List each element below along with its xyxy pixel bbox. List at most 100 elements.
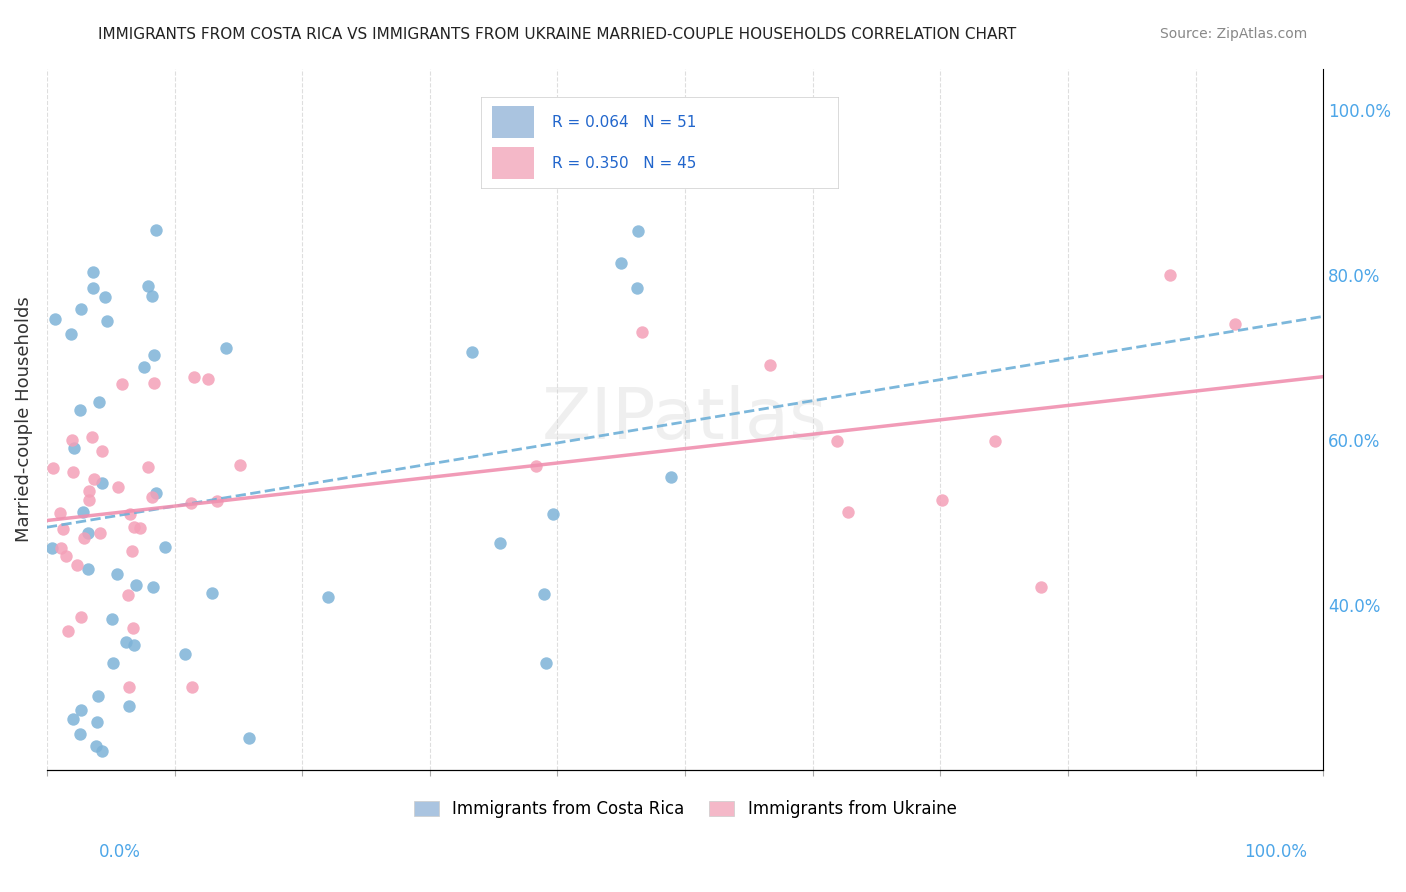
Point (62, 433, 84, 447)
Point (77, 562, 100, 576)
Point (122, 638, 145, 652)
Point (63, 442, 86, 456)
Point (72, 532, 94, 546)
Point (82, 281, 104, 295)
Point (69, 609, 91, 624)
Point (70, 702, 93, 716)
Point (141, 289, 163, 303)
Point (134, 359, 156, 374)
Point (142, 580, 165, 594)
Text: ZIPatlas: ZIPatlas (543, 384, 828, 454)
Legend: Immigrants from Costa Rica, Immigrants from Ukraine: Immigrants from Costa Rica, Immigrants f… (406, 794, 963, 825)
Point (174, 647, 197, 661)
Point (120, 507, 142, 521)
Point (72, 505, 94, 519)
Point (62, 712, 84, 726)
Point (89, 395, 111, 409)
Point (1029, 580, 1052, 594)
Point (101, 611, 124, 625)
Point (56, 624, 79, 639)
Point (86, 714, 108, 729)
Point (627, 224, 650, 238)
Point (145, 485, 167, 500)
Point (143, 376, 166, 391)
Text: IMMIGRANTS FROM COSTA RICA VS IMMIGRANTS FROM UKRAINE MARRIED-COUPLE HOUSEHOLDS : IMMIGRANTS FROM COSTA RICA VS IMMIGRANTS… (98, 27, 1017, 42)
Point (136, 459, 159, 474)
Point (825, 434, 848, 449)
Point (626, 280, 648, 294)
Point (758, 358, 780, 372)
Point (197, 372, 219, 386)
Point (114, 635, 136, 649)
Point (215, 341, 238, 355)
Point (984, 434, 1007, 448)
Point (59, 326, 82, 341)
Point (124, 520, 146, 534)
Point (42, 461, 65, 475)
Point (89, 525, 111, 540)
Text: 0.0%: 0.0% (98, 843, 141, 861)
Point (201, 586, 224, 600)
Point (90, 475, 112, 490)
Point (118, 681, 141, 695)
Point (155, 540, 177, 554)
Point (661, 470, 683, 484)
Point (66, 558, 89, 572)
Point (82, 265, 104, 279)
Point (80, 430, 103, 444)
Point (238, 731, 260, 745)
Point (541, 507, 564, 521)
Point (610, 256, 633, 270)
Point (118, 699, 141, 714)
Y-axis label: Married-couple Households: Married-couple Households (15, 296, 32, 542)
Point (87, 689, 110, 703)
Point (84, 739, 107, 753)
Point (70, 301, 93, 316)
Point (124, 577, 146, 591)
Point (91, 744, 114, 758)
Point (524, 458, 547, 473)
Point (630, 325, 652, 339)
Point (180, 496, 202, 510)
Point (1159, 268, 1181, 282)
Point (62, 465, 84, 479)
Point (121, 543, 143, 558)
Point (91, 444, 114, 458)
Point (69, 727, 91, 741)
Point (837, 505, 859, 519)
Text: 100.0%: 100.0% (1244, 843, 1308, 861)
Point (111, 377, 134, 392)
Point (76, 526, 98, 541)
Text: Source: ZipAtlas.com: Source: ZipAtlas.com (1160, 27, 1308, 41)
Point (69, 402, 91, 417)
Point (533, 587, 555, 601)
Point (143, 348, 166, 362)
Point (77, 483, 100, 498)
Point (44, 312, 66, 326)
Point (55, 549, 77, 564)
Point (121, 621, 143, 635)
Point (83, 472, 105, 486)
Point (96, 314, 118, 328)
Point (136, 278, 159, 293)
Point (117, 588, 139, 602)
Point (51, 541, 73, 556)
Point (536, 656, 558, 670)
Point (461, 345, 484, 359)
Point (141, 491, 163, 505)
Point (77, 493, 100, 508)
Point (107, 480, 129, 494)
Point (1223, 317, 1246, 331)
Point (931, 493, 953, 508)
Point (94, 290, 117, 304)
Point (181, 681, 204, 695)
Point (52, 522, 75, 536)
Point (183, 370, 205, 384)
Point (228, 458, 250, 473)
Point (41, 541, 63, 555)
Point (129, 521, 152, 535)
Point (49, 506, 72, 520)
Point (101, 657, 124, 671)
Point (105, 566, 128, 581)
Point (316, 590, 339, 604)
